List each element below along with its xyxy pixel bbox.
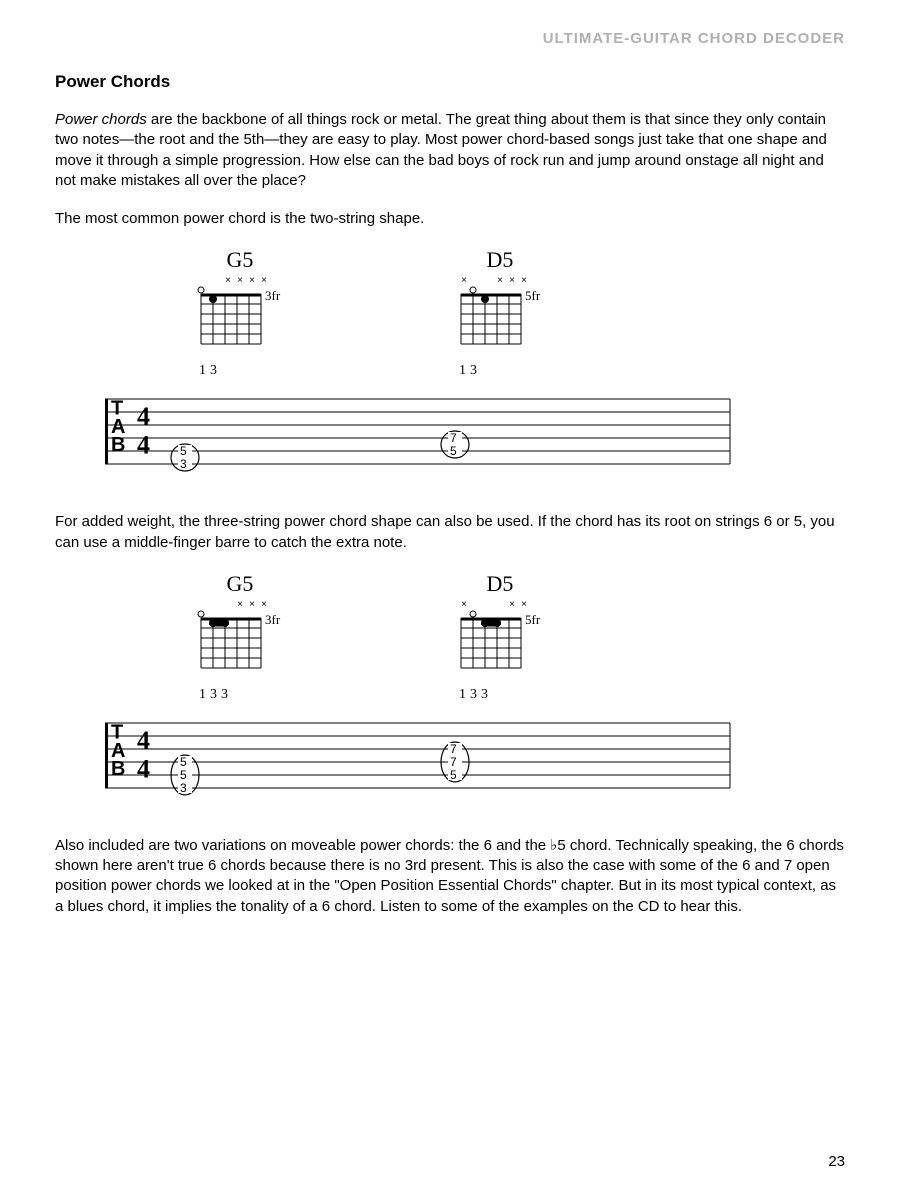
chord-grid-svg: 3fr bbox=[195, 286, 285, 356]
paragraph-2: The most common power chord is the two-s… bbox=[55, 209, 845, 229]
chord-grid-svg: 5fr bbox=[455, 610, 545, 680]
chord-diagram: D5 × ×× 5fr 133 bbox=[455, 571, 545, 703]
chord-grid-svg: 5fr bbox=[455, 286, 545, 356]
finger-numbers: 133 bbox=[195, 687, 285, 703]
svg-text:5: 5 bbox=[180, 444, 187, 458]
page-number: 23 bbox=[828, 1153, 845, 1170]
svg-text:4: 4 bbox=[137, 726, 150, 755]
svg-text:4: 4 bbox=[137, 754, 150, 783]
chord-diagram: G5 ××× 3fr 133 bbox=[195, 571, 285, 703]
paragraph-3: For added weight, the three-string power… bbox=[55, 512, 845, 553]
finger-numbers: 13 bbox=[195, 363, 285, 379]
svg-text:3: 3 bbox=[180, 781, 187, 795]
section-title: Power Chords bbox=[55, 72, 845, 92]
book-header: ULTIMATE-GUITAR CHORD DECODER bbox=[55, 30, 845, 47]
svg-text:4: 4 bbox=[137, 431, 150, 460]
chord-name: G5 bbox=[195, 247, 285, 273]
finger-numbers: 13 bbox=[455, 363, 545, 379]
svg-text:3: 3 bbox=[180, 457, 187, 471]
svg-text:7: 7 bbox=[450, 755, 457, 769]
chord-name: G5 bbox=[195, 571, 285, 597]
chord-diagram: D5 × ××× 5fr 13 bbox=[455, 247, 545, 379]
svg-text:3fr: 3fr bbox=[265, 612, 281, 627]
chord-grid-svg: 3fr bbox=[195, 610, 285, 680]
svg-text:7: 7 bbox=[450, 431, 457, 445]
chord-name: D5 bbox=[455, 247, 545, 273]
svg-text:7: 7 bbox=[450, 742, 457, 756]
tab-staff-svg: TAB445375 bbox=[55, 387, 735, 477]
paragraph-1: Power chords are the backbone of all thi… bbox=[55, 110, 845, 191]
chord-name: D5 bbox=[455, 571, 545, 597]
paragraph-4: Also included are two variations on move… bbox=[55, 836, 845, 917]
svg-text:4: 4 bbox=[137, 402, 150, 431]
svg-text:5: 5 bbox=[450, 768, 457, 782]
svg-text:5: 5 bbox=[180, 755, 187, 769]
tab-staff-svg: TAB44553775 bbox=[55, 711, 735, 801]
diagram-1: G5 ×××× 3fr 13 D5 × ××× 5fr 13 TAB445375 bbox=[55, 247, 845, 482]
diagram-2: G5 ××× 3fr 133 D5 × ×× 5fr 133 TAB445537… bbox=[55, 571, 845, 806]
svg-text:5: 5 bbox=[450, 444, 457, 458]
svg-text:B: B bbox=[111, 434, 125, 456]
svg-text:B: B bbox=[111, 758, 125, 780]
svg-text:5: 5 bbox=[180, 768, 187, 782]
svg-text:3fr: 3fr bbox=[265, 288, 281, 303]
finger-numbers: 133 bbox=[455, 687, 545, 703]
chord-diagram: G5 ×××× 3fr 13 bbox=[195, 247, 285, 379]
svg-text:5fr: 5fr bbox=[525, 612, 541, 627]
svg-text:5fr: 5fr bbox=[525, 288, 541, 303]
